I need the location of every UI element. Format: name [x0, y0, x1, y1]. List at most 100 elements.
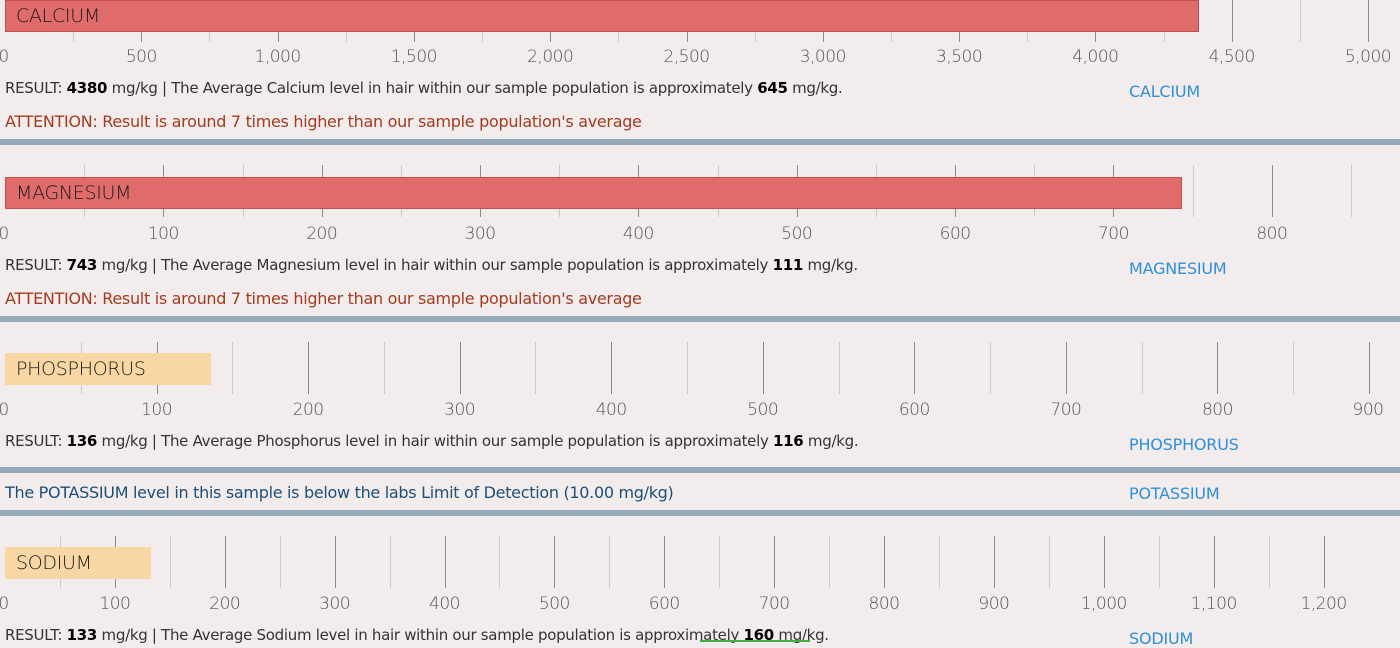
tick-label: 0: [0, 400, 9, 420]
major-tick: [460, 342, 461, 394]
sodium-average-value: 160: [743, 626, 775, 644]
tick-label: 100: [141, 400, 173, 420]
tick-label: 1,200: [1300, 594, 1347, 614]
major-tick: [1369, 342, 1370, 394]
minor-tick: [1193, 165, 1194, 217]
tick-label: 200: [292, 400, 324, 420]
minor-tick: [535, 342, 536, 394]
minor-tick: [1293, 342, 1294, 394]
major-tick: [445, 536, 446, 588]
tick-label: 1,000: [254, 47, 302, 67]
major-tick: [611, 342, 612, 394]
divider: [0, 467, 1400, 473]
major-tick: [1214, 536, 1215, 588]
phosphorus-bar-label: PHOSPHORUS: [16, 358, 146, 380]
tick-label: 100: [99, 594, 131, 614]
major-tick: [994, 536, 995, 588]
tick-label: 0: [0, 594, 9, 614]
calcium-link[interactable]: CALCIUM: [1129, 82, 1201, 101]
minor-tick: [384, 342, 385, 394]
phosphorus-result: RESULT: 136 mg/kg | The Average Phosphor…: [5, 432, 859, 450]
minor-tick: [1142, 342, 1143, 394]
phosphorus-result-value: 136: [66, 432, 98, 450]
major-tick: [308, 342, 309, 394]
tick-label: 400: [622, 224, 654, 244]
minor-tick: [1159, 536, 1160, 588]
major-tick: [1272, 165, 1273, 217]
major-tick: [225, 536, 226, 588]
minor-tick: [939, 536, 940, 588]
minor-tick: [1269, 536, 1270, 588]
minor-tick: [170, 536, 171, 588]
calcium-result: RESULT: 4380 mg/kg | The Average Calcium…: [5, 79, 843, 97]
tick-label: 700: [1050, 400, 1082, 420]
phosphorus-bar: [5, 353, 211, 385]
tick-label: 900: [1352, 400, 1384, 420]
minor-tick: [280, 536, 281, 588]
minor-tick: [687, 342, 688, 394]
tick-label: 1,500: [390, 47, 438, 67]
minor-tick: [390, 536, 391, 588]
potassium-lod-message: The POTASSIUM level in this sample is be…: [5, 483, 674, 502]
minor-tick: [839, 342, 840, 394]
tick-label: 3,000: [799, 47, 847, 67]
minor-tick: [990, 342, 991, 394]
calcium-bar-label: CALCIUM: [16, 5, 100, 27]
tick-label: 700: [1097, 224, 1129, 244]
magnesium-attention: ATTENTION: Result is around 7 times high…: [5, 289, 642, 308]
phosphorus-average-value: 116: [773, 432, 804, 450]
tick-label: 4,000: [1072, 47, 1119, 67]
tick-label: 3,500: [936, 47, 983, 67]
minor-tick: [232, 342, 233, 394]
tick-label: 500: [747, 400, 779, 420]
tick-label: 300: [444, 400, 476, 420]
progress-line: [700, 640, 810, 642]
calcium-result-value: 4380: [66, 79, 108, 97]
sodium-bar: [5, 547, 151, 579]
sodium-bar-label: SODIUM: [16, 552, 92, 574]
major-tick: [335, 536, 336, 588]
tick-label: 700: [758, 594, 790, 614]
minor-tick: [499, 536, 500, 588]
magnesium-result-value: 743: [66, 256, 98, 274]
major-tick: [1324, 536, 1325, 588]
tick-label: 900: [978, 594, 1010, 614]
tick-label: 400: [595, 400, 627, 420]
magnesium-link[interactable]: MAGNESIUM: [1129, 259, 1227, 278]
sodium-link[interactable]: SODIUM: [1129, 629, 1194, 648]
tick-label: 1,100: [1190, 594, 1238, 614]
minor-tick: [719, 536, 720, 588]
tick-label: 4,500: [1208, 47, 1256, 67]
calcium-average-value: 645: [757, 79, 788, 97]
tick-label: 0: [0, 224, 9, 244]
tick-label: 2,000: [527, 47, 574, 67]
divider: [0, 510, 1400, 516]
major-tick: [1232, 0, 1233, 42]
tick-label: 200: [209, 594, 241, 614]
tick-label: 500: [125, 47, 157, 67]
minor-tick: [1300, 0, 1301, 42]
tick-label: 200: [306, 224, 338, 244]
tick-label: 400: [429, 594, 460, 614]
magnesium-bar-label: MAGNESIUM: [16, 182, 132, 204]
tick-label: 1,000: [1080, 594, 1128, 614]
divider: [0, 139, 1400, 145]
sodium-result-value: 133: [66, 626, 98, 644]
phosphorus-link[interactable]: PHOSPHORUS: [1129, 435, 1239, 454]
tick-label: 0: [0, 47, 9, 67]
minor-tick: [1351, 165, 1352, 217]
tick-label: 2,500: [663, 47, 710, 67]
major-tick: [884, 536, 885, 588]
tick-label: 800: [1201, 400, 1233, 420]
major-tick: [664, 536, 665, 588]
major-tick: [1066, 342, 1067, 394]
major-tick: [774, 536, 775, 588]
major-tick: [1104, 536, 1105, 588]
magnesium-average-value: 111: [772, 256, 804, 274]
tick-label: 600: [939, 224, 971, 244]
tick-label: 300: [464, 224, 496, 244]
tick-label: 5,000: [1344, 47, 1392, 67]
minor-tick: [829, 536, 830, 588]
potassium-link[interactable]: POTASSIUM: [1129, 484, 1220, 503]
tick-label: 500: [538, 594, 570, 614]
